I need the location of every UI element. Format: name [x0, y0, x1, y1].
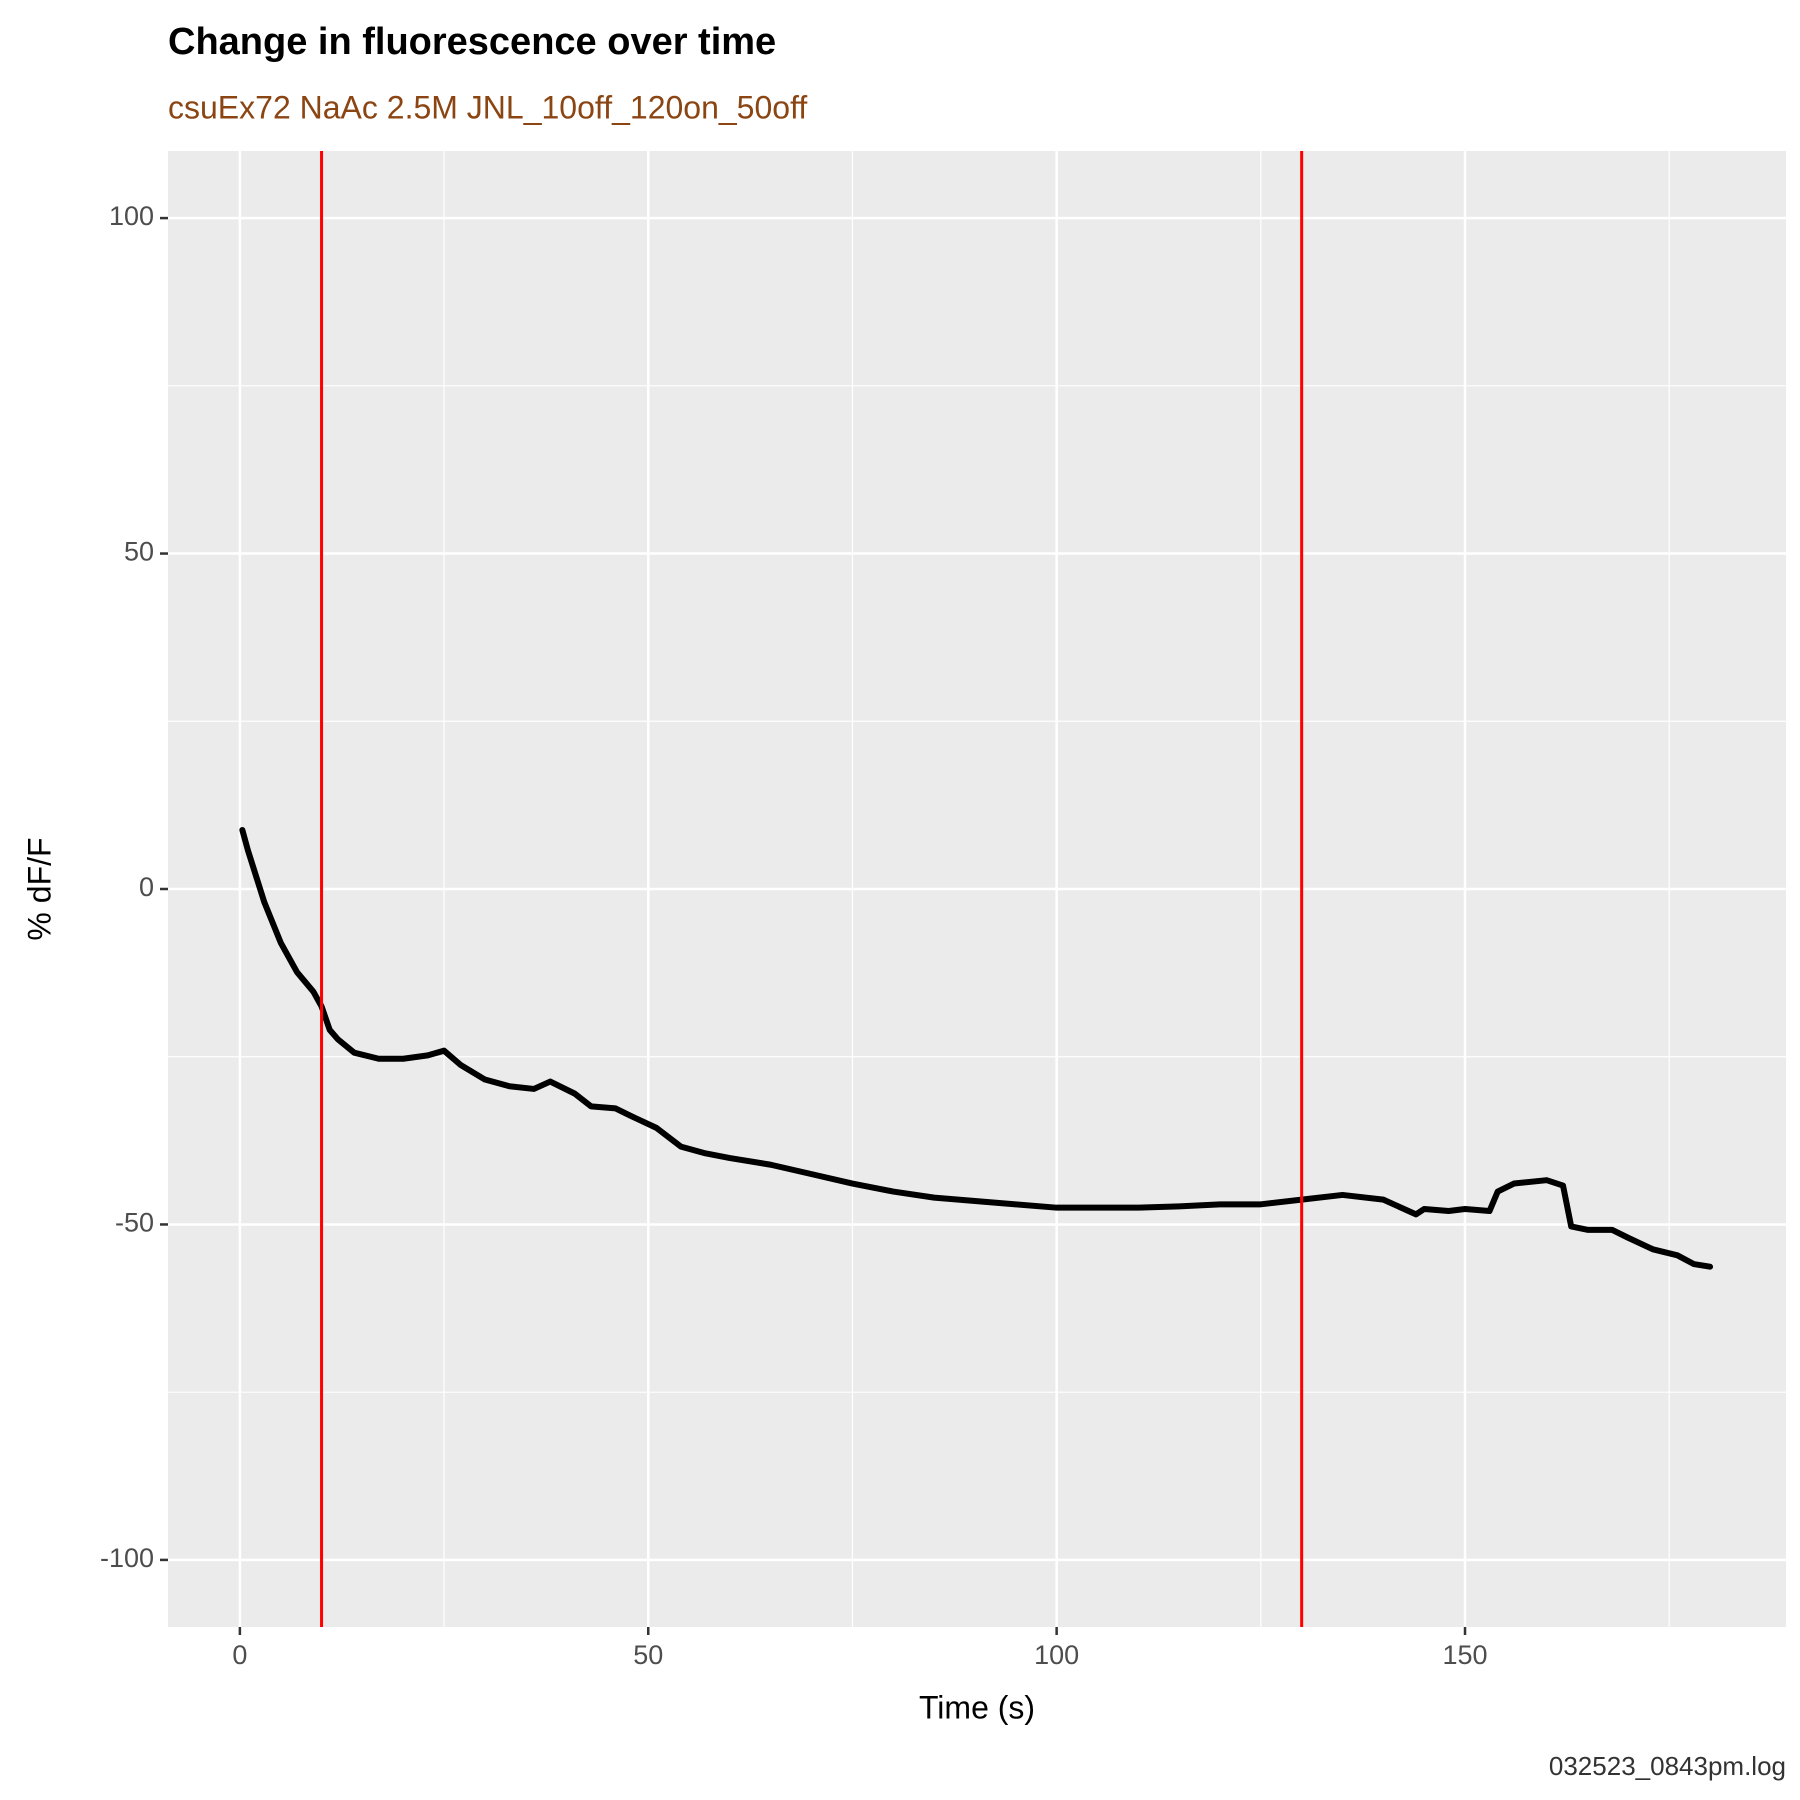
x-tick-label: 0	[232, 1640, 247, 1670]
x-axis-title: Time (s)	[919, 1689, 1035, 1725]
y-tick-label: -100	[100, 1543, 154, 1573]
data-line	[239, 826, 1714, 1270]
chart-title: Change in fluorescence over time	[168, 21, 776, 63]
x-tick-label: 150	[1442, 1640, 1487, 1670]
y-tick-label: 100	[109, 201, 154, 231]
y-tick-label: 50	[124, 537, 154, 567]
x-tick-label: 50	[633, 1640, 663, 1670]
y-tick-label: -50	[115, 1208, 154, 1238]
caption: 032523_0843pm.log	[1549, 1751, 1786, 1781]
chart-subtitle: csuEx72 NaAc 2.5M JNL_10off_120on_50off	[168, 89, 807, 125]
x-tick-label: 100	[1034, 1640, 1079, 1670]
y-tick-label: 0	[139, 872, 154, 902]
y-axis-title: % dF/F	[21, 837, 57, 940]
